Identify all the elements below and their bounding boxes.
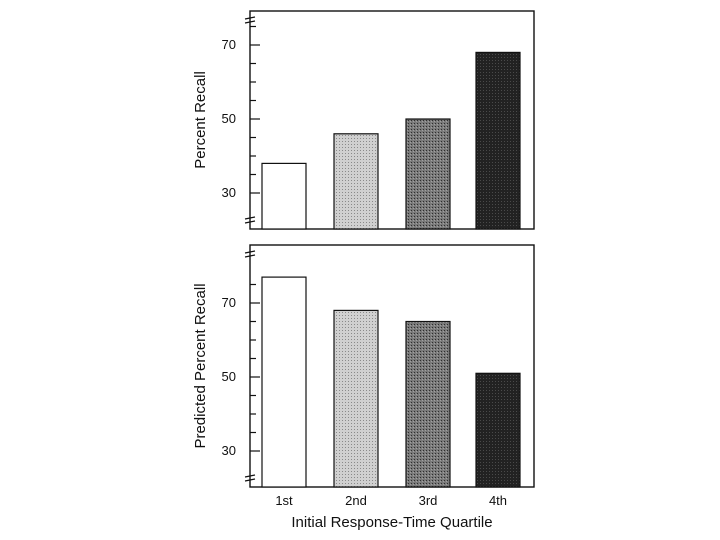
axis-break-mark <box>244 474 256 478</box>
axis-break-mark <box>244 220 256 224</box>
bottom-y-axis: 30 50 70 <box>222 250 260 482</box>
bar-1st <box>261 276 307 488</box>
y-tick-label: 70 <box>222 295 236 310</box>
axis-break-mark <box>244 478 256 482</box>
bar-3rd <box>405 118 451 230</box>
bottom-panel: 30 50 70 Predicted Percent Recall 1st 2nd 3r… <box>192 244 535 531</box>
bar-3rd <box>405 320 451 488</box>
axis-break-mark <box>244 254 256 258</box>
bar-2nd <box>333 133 379 230</box>
y-tick-label: 30 <box>222 185 236 200</box>
y-tick-label: 50 <box>222 111 236 126</box>
axis-break-mark <box>244 16 256 20</box>
x-tick-label: 1st <box>275 493 293 508</box>
bar-2nd <box>333 309 379 488</box>
y-tick-label: 30 <box>222 443 236 458</box>
y-tick-label: 70 <box>222 37 236 52</box>
top-panel: 30 50 70 Percent Recall <box>192 10 535 230</box>
bottom-y-axis-title: Predicted Percent Recall <box>192 283 209 448</box>
bar-4th <box>475 372 521 488</box>
bottom-bars <box>261 276 521 488</box>
top-y-axis-title: Percent Recall <box>192 71 209 169</box>
axis-break-mark <box>244 216 256 220</box>
x-axis-title: Initial Response-Time Quartile <box>291 514 492 531</box>
axis-break-mark <box>244 250 256 254</box>
bottom-plot-frame <box>249 244 535 488</box>
bottom-category-labels: 1st 2nd 3rd 4th <box>275 493 507 508</box>
axis-break-mark <box>244 20 256 24</box>
x-tick-label: 4th <box>489 493 507 508</box>
bar-4th <box>475 51 521 230</box>
bar-1st <box>261 162 307 230</box>
top-y-axis: 30 50 70 <box>222 16 260 224</box>
top-plot-frame <box>249 10 535 230</box>
x-tick-label: 2nd <box>345 493 367 508</box>
top-bars <box>261 51 521 230</box>
x-tick-label: 3rd <box>419 493 438 508</box>
y-tick-label: 50 <box>222 369 236 384</box>
